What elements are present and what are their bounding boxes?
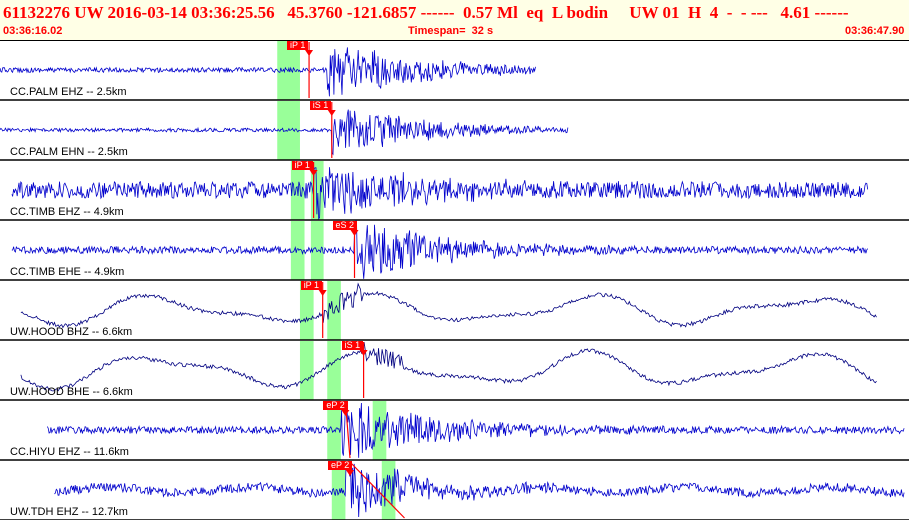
pick-arrow <box>350 230 359 236</box>
pick-arrow <box>341 410 350 416</box>
station-label: CC.PALM EHZ -- 2.5km <box>10 86 127 98</box>
pick-label[interactable]: eS 2 <box>332 221 358 230</box>
pick-arrow <box>309 170 318 176</box>
pick-label[interactable]: iP 1 <box>287 41 309 50</box>
event-summary: 61132276 UW 2016-03-14 03:36:25.56 45.37… <box>3 3 849 22</box>
station-label: CC.PALM EHN -- 2.5km <box>10 146 128 158</box>
pick-label[interactable]: iP 1 <box>291 161 313 170</box>
station-label: UW.HOOD BHZ -- 6.6km <box>10 326 133 338</box>
pick-window <box>290 221 305 280</box>
waveform-trace <box>11 220 869 279</box>
station-label: CC.HIYU EHZ -- 11.6km <box>10 446 129 458</box>
pick-arrow <box>327 110 336 116</box>
waveform-trace <box>20 282 877 329</box>
pick-window <box>277 101 300 160</box>
waveform-trace <box>11 167 869 220</box>
pick-label[interactable]: iP 1 <box>300 281 323 290</box>
waveform-trace <box>54 461 905 518</box>
pick-window <box>372 401 387 460</box>
seismogram-panels[interactable]: CC.PALM EHZ -- 2.5km iP 1 CC.PALM EHN -- 2… <box>0 40 909 520</box>
pick-window <box>327 341 341 400</box>
waveform-trace <box>0 109 569 156</box>
station-label: CC.TIMB EHE -- 4.9km <box>10 266 125 278</box>
pick-window <box>331 461 346 520</box>
pick-arrow <box>305 50 314 56</box>
pick-arrow <box>318 290 327 296</box>
pick-window <box>299 281 314 340</box>
pick-arrow <box>359 350 368 356</box>
pick-arrow <box>345 470 354 476</box>
pick-line <box>349 461 405 519</box>
timespan: Timespan= 32 s <box>408 25 494 37</box>
waveform-trace <box>0 47 536 97</box>
pick-window <box>310 221 324 280</box>
waveform-trace <box>46 402 905 458</box>
start-time: 03:36:16.02 <box>3 25 63 37</box>
pick-window <box>327 281 341 340</box>
pick-window <box>299 341 314 400</box>
pick-label[interactable]: iS 1 <box>341 341 364 350</box>
pick-label[interactable]: eP 2 <box>327 461 353 470</box>
end-time: 03:36:47.90 <box>845 25 905 37</box>
waveform-trace <box>20 341 877 392</box>
station-label: UW.TDH EHZ -- 12.7km <box>10 506 128 518</box>
pick-label[interactable]: iS 1 <box>309 101 332 110</box>
event-header: 61132276 UW 2016-03-14 03:36:25.56 45.37… <box>0 0 909 41</box>
waveform-canvas[interactable] <box>0 40 909 520</box>
station-label: CC.TIMB EHZ -- 4.9km <box>10 206 124 218</box>
station-label: UW.HOOD BHE -- 6.6km <box>10 386 133 398</box>
pick-label[interactable]: eP 2 <box>323 401 348 410</box>
